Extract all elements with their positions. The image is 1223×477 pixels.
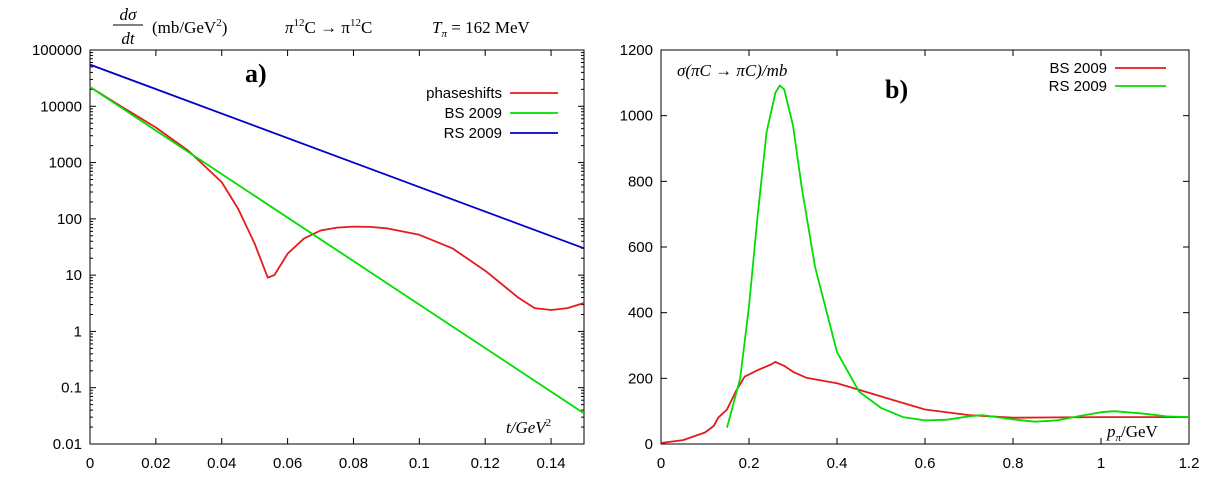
chart-b-tick-labels: 0 0.2 0.4 0.6 0.8 1 1.2 0 200 400 600 800 1000 1200 — [620, 42, 1200, 472]
y-tick-label: 0.1 — [61, 380, 82, 397]
x-tick-label: 0.06 — [273, 455, 302, 472]
legend-label: BS 2009 — [1049, 60, 1107, 77]
chart-b-title: σ(πC → πC)/mb — [677, 61, 787, 80]
y-tick-label: 1 — [74, 323, 82, 340]
series-line-phaseshifts — [89, 86, 585, 311]
y-tick-label: 200 — [628, 370, 653, 387]
series-line-bs-2009 — [660, 360, 1189, 444]
x-tick-label: 0 — [86, 455, 94, 472]
x-tick-label: 0.8 — [1003, 455, 1024, 472]
x-tick-label: 0.2 — [739, 455, 760, 472]
chart-a-tick-labels: 0 0.02 0.04 0.06 0.08 0.1 0.12 0.14 0.01 0.1 1 10 10… — [32, 42, 566, 472]
legend-label: BS 2009 — [444, 105, 502, 122]
y-tick-label: 1200 — [620, 42, 653, 59]
x-tick-label: 0.08 — [339, 455, 368, 472]
x-tick-label: 1 — [1097, 455, 1105, 472]
chart-a-legend: phaseshifts BS 2009 RS 2009 — [426, 85, 558, 142]
x-tick-label: 0.4 — [827, 455, 848, 472]
title-fraction-den: dt — [121, 29, 136, 48]
series-line-rs-2009 — [89, 63, 585, 250]
y-tick-label: 1000 — [49, 155, 82, 172]
y-tick-label: 400 — [628, 305, 653, 322]
legend-label: RS 2009 — [1049, 78, 1107, 95]
x-tick-label: 0.6 — [915, 455, 936, 472]
x-tick-label: 0.02 — [141, 455, 170, 472]
chart-a-panel-label: a) — [245, 59, 267, 88]
x-tick-label: 1.2 — [1179, 455, 1200, 472]
chart-a-ticks — [89, 49, 584, 445]
x-tick-label: 0.04 — [207, 455, 236, 472]
x-tick-label: 0.14 — [536, 455, 565, 472]
y-tick-label: 100000 — [32, 42, 82, 59]
y-tick-label: 0 — [645, 436, 653, 453]
title-energy: Tπ = 162 MeV — [432, 18, 530, 40]
x-tick-label: 0.1 — [409, 455, 430, 472]
y-tick-label: 800 — [628, 173, 653, 190]
chart-b-ticks — [660, 49, 1190, 445]
x-tick-label: 0.12 — [471, 455, 500, 472]
series-line-rs-2009 — [726, 84, 1190, 428]
chart-b-xlabel: pπ/GeV — [1106, 422, 1159, 444]
chart-b: 0 0.2 0.4 0.6 0.8 1 1.2 0 200 400 600 800 1000 1200 σ… — [620, 42, 1200, 472]
chart-a-xlabel: t/GeV2 — [506, 417, 551, 437]
title-units-sup: 2 — [216, 17, 222, 29]
chart-b-series — [660, 84, 1190, 444]
chart-a-title: dσ dt (mb/GeV2) π12C → π12C Tπ = 162 MeV — [113, 5, 530, 48]
legend-label: phaseshifts — [426, 85, 502, 102]
chart-a: 0 0.02 0.04 0.06 0.08 0.1 0.12 0.14 0.01 0.1 1 10 10… — [32, 42, 585, 472]
x-tick-label: 0 — [657, 455, 665, 472]
y-tick-label: 100 — [57, 211, 82, 228]
series-line-bs-2009 — [89, 86, 585, 415]
y-tick-label: 10 — [65, 267, 82, 284]
y-tick-label: 600 — [628, 239, 653, 256]
title-fraction-num: dσ — [120, 5, 138, 24]
y-tick-label: 1000 — [620, 108, 653, 125]
y-tick-label: 0.01 — [53, 436, 82, 453]
legend-label: RS 2009 — [444, 125, 502, 142]
chart-b-panel-label: b) — [885, 75, 908, 104]
title-reaction: π12C → π12C — [285, 17, 372, 37]
chart-a-series — [89, 63, 585, 415]
y-tick-label: 10000 — [40, 98, 82, 115]
chart-a-frame — [89, 49, 585, 445]
title-units: (mb/GeV2) — [152, 17, 227, 37]
